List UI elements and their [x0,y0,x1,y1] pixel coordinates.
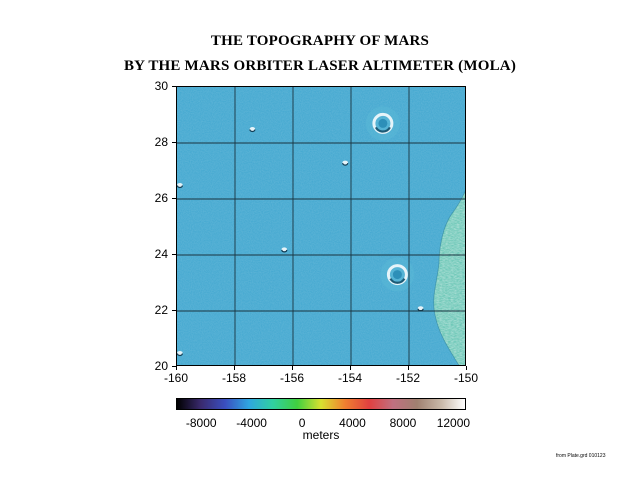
x-tick-mark [349,366,351,370]
y-tick-label: 22 [154,303,168,317]
x-tick-label: -150 [453,371,479,385]
colorbar-tick-label: 8000 [389,416,417,430]
y-tick-label: 30 [154,79,168,93]
y-tick-mark [172,85,176,87]
colorbar-tick-label: 12000 [436,416,471,430]
x-tick-label: -158 [221,371,247,385]
crater [177,351,184,357]
crater [380,257,415,292]
crater [342,160,349,166]
x-tick-mark [465,366,467,370]
crater [177,183,184,189]
crater [281,247,288,253]
x-tick-mark [291,366,293,370]
plain-texture [177,87,465,365]
y-tick-label: 26 [154,191,168,205]
x-tick-mark [175,366,177,370]
y-tick-mark [172,253,176,255]
y-tick-mark [172,365,176,367]
x-tick-label: -154 [337,371,363,385]
map-subtitle: BY THE MARS ORBITER LASER ALTIMETER (MOL… [123,58,517,74]
y-tick-label: 20 [154,359,168,373]
colorbar-tick-label: -8000 [185,416,217,430]
elevation-colorbar [176,398,466,410]
y-tick-label: 28 [154,135,168,149]
colorbar-tick-label: 4000 [339,416,366,430]
source-footnote: from Plate.grd 010123 [556,453,606,459]
y-tick-mark [172,141,176,143]
colorbar-tick-label: -4000 [236,416,267,430]
crater [249,127,256,133]
colorbar-tick-label: 0 [298,416,306,430]
x-tick-mark [407,366,409,370]
x-tick-label: -152 [395,371,421,385]
highland-edge [433,190,465,365]
topography-map [176,86,466,366]
crater [365,106,400,141]
x-tick-mark [233,366,235,370]
x-tick-label: -160 [163,371,189,385]
y-tick-mark [172,309,176,311]
topography-map-svg [177,87,465,366]
crater [377,365,383,366]
map-title: THE TOPOGRAPHY OF MARS [210,33,430,49]
x-tick-label: -156 [279,371,305,385]
colorbar-unit-label: meters [302,428,340,442]
y-tick-label: 24 [154,247,168,261]
crater [417,306,424,312]
y-tick-mark [172,197,176,199]
